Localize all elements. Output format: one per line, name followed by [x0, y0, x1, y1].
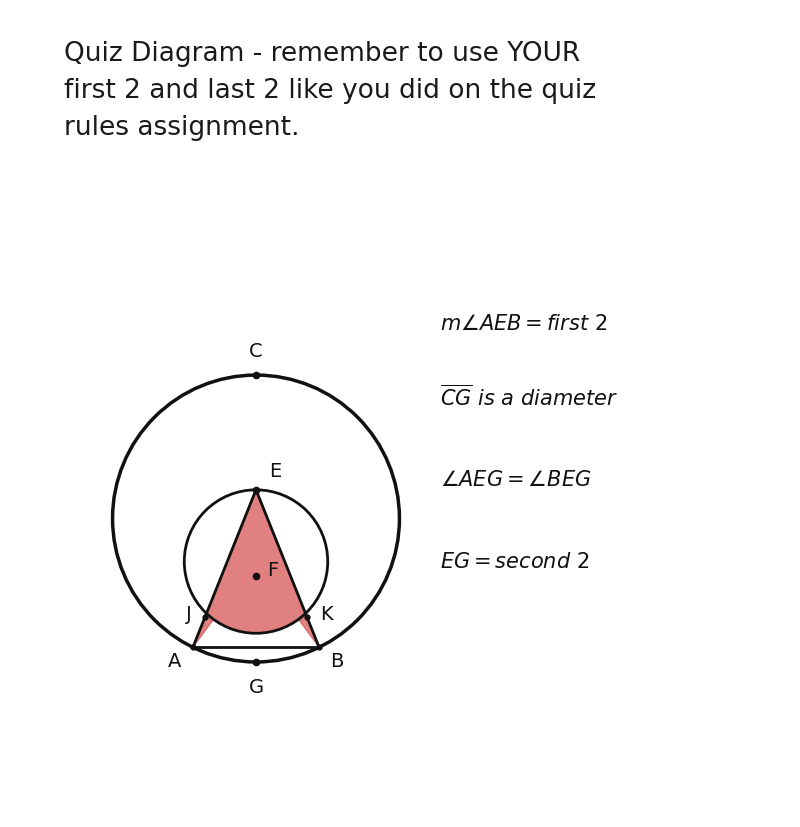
Text: $\angle AEG = \angle BEG$: $\angle AEG = \angle BEG$ — [440, 470, 591, 490]
Polygon shape — [193, 490, 319, 648]
Text: E: E — [269, 462, 281, 481]
Text: K: K — [320, 605, 333, 624]
Text: A: A — [168, 652, 182, 671]
Text: F: F — [267, 561, 278, 580]
Text: B: B — [330, 652, 344, 671]
Text: C: C — [249, 342, 263, 361]
Text: J: J — [186, 605, 192, 624]
Text: $EG = second\ 2$: $EG = second\ 2$ — [440, 552, 590, 572]
Text: Quiz Diagram - remember to use YOUR
first 2 and last 2 like you did on the quiz
: Quiz Diagram - remember to use YOUR firs… — [64, 41, 596, 141]
Text: G: G — [249, 678, 263, 697]
Text: $m\angle AEB = first\ 2$: $m\angle AEB = first\ 2$ — [440, 314, 607, 334]
Text: $\overline{CG}\ is\ a\ diameter$: $\overline{CG}\ is\ a\ diameter$ — [440, 385, 618, 409]
